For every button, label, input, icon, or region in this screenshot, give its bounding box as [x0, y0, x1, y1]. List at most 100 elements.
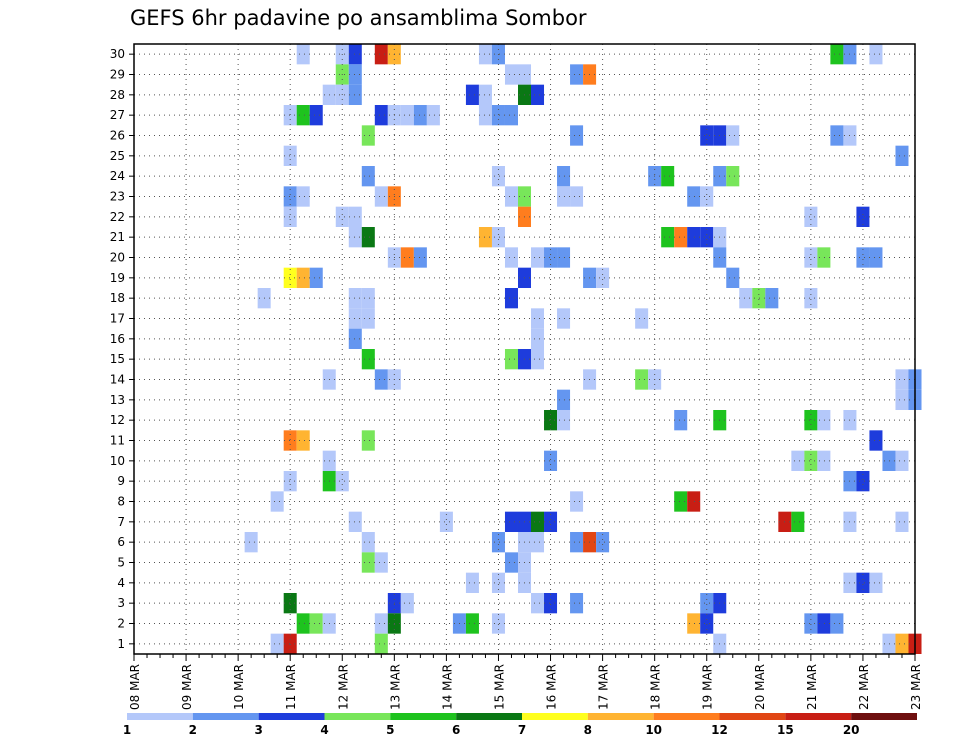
- x-tick-label: 09 MAR: [180, 664, 194, 710]
- y-tick-label: 24: [110, 169, 125, 183]
- legend-label: 8: [584, 723, 592, 737]
- x-tick-label: 11 MAR: [284, 664, 298, 710]
- heatmap-cell: [491, 572, 505, 593]
- y-tick-label: 10: [110, 454, 125, 468]
- heatmap-cell: [687, 613, 701, 634]
- legend-swatch: [587, 713, 654, 720]
- heatmap-cell: [270, 491, 284, 512]
- heatmap-cell: [531, 328, 545, 349]
- legend-swatch: [719, 713, 786, 720]
- heatmap-cell: [504, 186, 518, 207]
- heatmap-cell: [283, 145, 297, 166]
- y-tick-label: 15: [110, 352, 125, 366]
- heatmap-cell: [531, 532, 545, 553]
- heatmap-cell: [413, 105, 427, 126]
- heatmap-cell: [687, 491, 701, 512]
- heatmap-cell: [348, 206, 362, 227]
- heatmap-cell: [374, 633, 388, 654]
- y-tick-label: 22: [110, 210, 125, 224]
- heatmap-cell: [791, 450, 805, 471]
- heatmap-cell: [700, 186, 714, 207]
- x-tick-label: 10 MAR: [232, 664, 246, 710]
- heatmap-cell: [830, 613, 844, 634]
- heatmap-cell: [491, 613, 505, 634]
- heatmap-cell: [283, 633, 297, 654]
- heatmap-cell: [296, 44, 310, 65]
- heatmap-cell: [491, 532, 505, 553]
- heatmap-cell: [504, 288, 518, 309]
- heatmap-cell: [361, 308, 375, 329]
- heatmap-cell: [817, 613, 831, 634]
- heatmap-cell: [504, 511, 518, 532]
- heatmap-cell: [491, 227, 505, 248]
- legend-label: 1: [123, 723, 131, 737]
- heatmap-cell: [400, 593, 414, 614]
- y-axis: 1234567891011121314151617181920212223242…: [110, 47, 134, 651]
- heatmap-cell: [895, 369, 909, 390]
- y-tick-label: 30: [110, 47, 125, 61]
- heatmap-cell: [361, 288, 375, 309]
- legend-label: 10: [645, 723, 662, 737]
- heatmap-cell: [348, 328, 362, 349]
- heatmap-cell: [570, 186, 584, 207]
- heatmap-cell: [726, 267, 740, 288]
- heatmap-cell: [895, 633, 909, 654]
- heatmap-cell: [804, 450, 818, 471]
- legend-swatch: [456, 713, 522, 720]
- heatmap-cell: [531, 308, 545, 329]
- heatmap-cell: [283, 186, 297, 207]
- y-tick-label: 27: [110, 108, 125, 122]
- legend-swatch: [324, 713, 391, 720]
- y-tick-label: 23: [110, 190, 125, 204]
- heatmap-cell: [661, 227, 675, 248]
- heatmap-cell: [374, 186, 388, 207]
- y-tick-label: 17: [110, 312, 125, 326]
- heatmap-cell: [309, 267, 323, 288]
- heatmap-cell: [674, 227, 688, 248]
- heatmap-cell: [504, 105, 518, 126]
- heatmap-cell: [504, 247, 518, 268]
- y-tick-label: 16: [110, 332, 125, 346]
- heatmap-cell: [856, 471, 870, 492]
- heatmap-cell: [309, 613, 323, 634]
- heatmap-cell: [557, 186, 571, 207]
- legend-label: 15: [777, 723, 794, 737]
- x-tick-label: 17 MAR: [597, 664, 611, 710]
- heatmap-cell: [570, 125, 584, 146]
- legend-swatch: [258, 713, 325, 720]
- heatmap-cell: [557, 247, 571, 268]
- legend-label: 2: [189, 723, 197, 737]
- heatmap-cell: [700, 125, 714, 146]
- heatmap-cell: [765, 288, 779, 309]
- x-tick-label: 18 MAR: [649, 664, 663, 710]
- y-tick-label: 28: [110, 88, 125, 102]
- heatmap-cell: [739, 288, 753, 309]
- heatmap-cell: [726, 166, 740, 187]
- legend-label: 20: [843, 723, 860, 737]
- y-tick-label: 13: [110, 393, 125, 407]
- heatmap-cell: [531, 84, 545, 105]
- x-tick-label: 15 MAR: [492, 664, 506, 710]
- heatmap-cell: [361, 125, 375, 146]
- legend-swatch: [851, 713, 917, 720]
- heatmap-cell: [869, 44, 883, 65]
- x-tick-label: 21 MAR: [805, 664, 819, 710]
- grid-layer: [134, 44, 915, 654]
- heatmap-cell: [374, 105, 388, 126]
- heatmap-cell: [465, 84, 479, 105]
- y-tick-label: 6: [117, 535, 125, 549]
- legend: 1 2 3 4 5 6 7 8 10 12 15 20: [123, 713, 917, 737]
- heatmap-cell: [804, 288, 818, 309]
- heatmap-cell: [895, 389, 909, 410]
- heatmap-cell: [531, 349, 545, 370]
- legend-label: 5: [386, 723, 394, 737]
- heatmap-cell: [465, 613, 479, 634]
- heatmap-cell: [635, 308, 649, 329]
- heatmap-cell: [283, 593, 297, 614]
- x-tick-label: 14 MAR: [440, 664, 454, 710]
- heatmap-cell: [557, 308, 571, 329]
- heatmap-cell: [413, 247, 427, 268]
- chart-title: GEFS 6hr padavine po ansamblima Sombor: [130, 6, 587, 30]
- legend-label: 6: [452, 723, 460, 737]
- heatmap-cell: [895, 450, 909, 471]
